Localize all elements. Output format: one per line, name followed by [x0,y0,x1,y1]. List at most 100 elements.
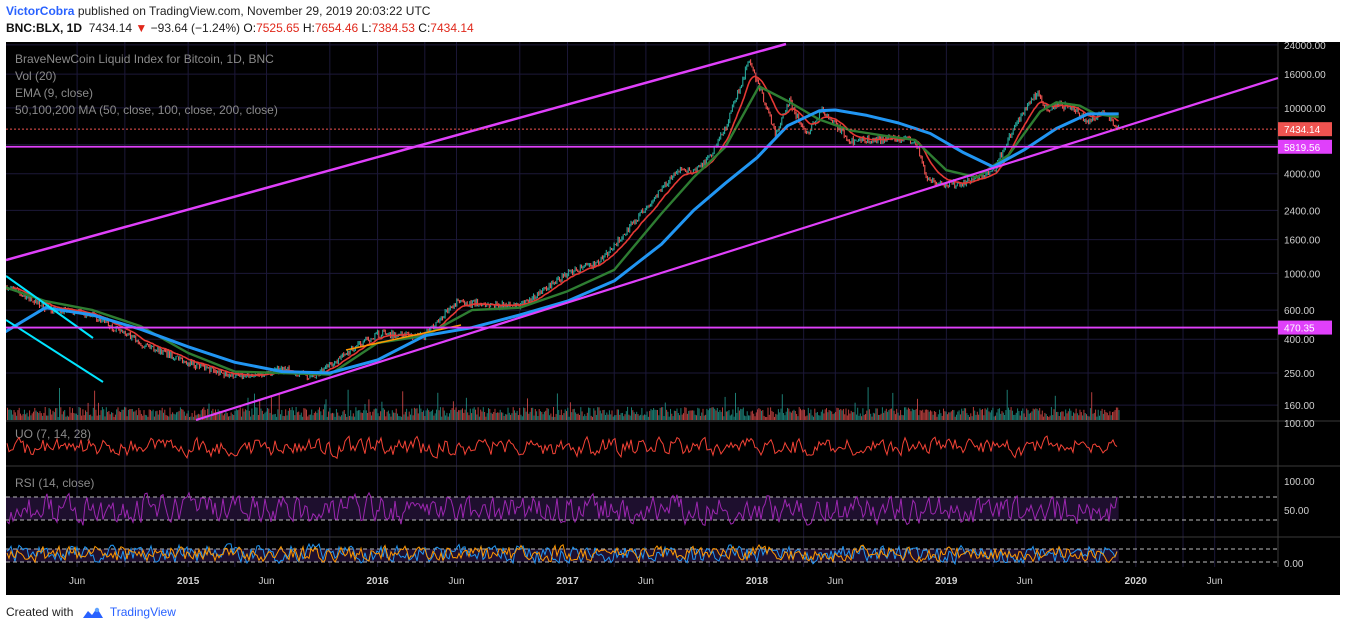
volume-bar [852,412,853,420]
volume-bar [77,415,79,420]
time-tick-label: Jun [1207,576,1223,587]
open-value: 7525.65 [256,21,300,35]
volume-bar [909,408,911,420]
volume-bar [438,410,440,420]
volume-bar [728,410,730,420]
volume-bar [138,408,140,420]
volume-bar [449,413,450,420]
volume-bar [268,408,270,420]
volume-bar [710,408,712,420]
volume-bar [514,410,515,420]
volume-bar [195,415,197,420]
volume-bar [545,410,547,420]
volume-bar [646,411,648,420]
volume-bar [303,408,305,420]
volume-bar [153,416,155,420]
support-line [345,324,462,351]
volume-bar [871,416,873,420]
volume-bar [264,412,266,420]
volume-bar [338,415,340,420]
volume-bar [183,411,185,420]
volume-bar [230,412,232,420]
volume-bar [634,414,636,420]
volume-bar [606,412,608,420]
volume-bar [332,412,333,420]
volume-bar [642,415,644,420]
volume-bar [287,410,289,420]
price-tick-label: 160.00 [1284,401,1315,412]
volume-bar [722,407,723,420]
volume-bar [462,408,463,420]
volume-bar [546,407,548,420]
volume-bar [73,412,75,420]
volume-bar [727,411,729,420]
volume-bar [714,408,716,420]
volume-bar [348,415,350,420]
volume-bar [819,415,821,420]
volume-bar [333,413,335,420]
last-price: 7434.14 [88,21,133,35]
author-link[interactable]: VictorCobra [6,4,75,18]
volume-bar [850,410,852,420]
volume-bar [255,407,257,420]
volume-bar [818,415,820,420]
volume-bar [1004,414,1006,420]
volume-bar [511,413,513,420]
tradingview-link[interactable]: TradingView [109,605,176,619]
volume-bar [750,411,752,420]
volume-bar [699,415,701,420]
volume-bar [503,415,505,420]
volume-bar [202,408,203,420]
volume-bar [672,416,674,420]
volume-bar [189,416,190,420]
volume-bar [404,411,406,420]
volume-bar [937,414,939,420]
chart-canvas[interactable]: 24000.0016000.0010000.006000.004000.0024… [6,42,1340,595]
volume-bar [880,413,882,420]
volume-bar [928,411,930,420]
volume-bar [681,414,683,420]
volume-bar [913,409,915,420]
volume-bar [858,415,860,420]
volume-bar [1082,415,1084,420]
volume-bar [276,416,278,420]
volume-bar [256,407,258,420]
volume-bar [114,414,116,420]
ohlc-line: BNC:BLX, 1D 7434.14 ▼ −93.64 (−1.24%) O:… [6,21,474,35]
volume-bar [586,412,588,420]
volume-bar [86,411,88,420]
volume-bar [1000,413,1002,420]
volume-bar [402,391,404,420]
volume-bar [335,408,337,420]
volume-bar [1035,408,1037,420]
volume-bar [863,414,865,420]
volume-bar [651,410,653,420]
volume-bar [1106,412,1108,420]
volume-bar [302,416,304,420]
volume-bar [250,416,252,420]
volume-bar [372,411,374,420]
volume-bar [530,407,532,420]
volume-bar [936,416,938,420]
time-tick-label: 2019 [935,576,958,587]
volume-bar [1021,410,1022,420]
volume-bar [478,416,480,420]
volume-bar [610,414,612,420]
volume-bar [595,414,597,420]
volume-bar [969,416,970,420]
volume-bar [776,414,778,420]
volume-bar [267,408,268,420]
volume-bar [280,414,281,420]
volume-bar [60,407,62,420]
volume-bar [450,409,452,420]
volume-bar [18,407,20,420]
volume-bar [371,415,372,420]
volume-bar [459,410,461,420]
volume-bar [917,398,918,420]
volume-bar [159,410,161,420]
volume-bar [386,411,388,420]
volume-bar [397,413,398,420]
volume-bar [85,410,86,420]
volume-bar [816,412,818,420]
volume-bar [296,412,298,420]
